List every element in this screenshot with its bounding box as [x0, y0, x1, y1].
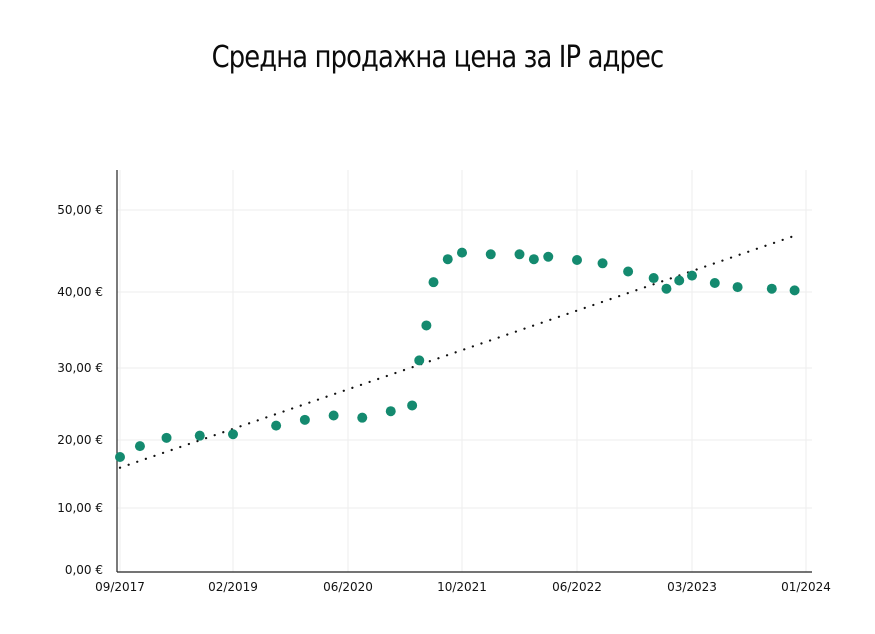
data-point	[674, 275, 685, 286]
data-point	[709, 277, 720, 288]
x-tick-label: 03/2023	[667, 580, 717, 594]
data-point	[271, 420, 282, 431]
data-point	[115, 452, 125, 462]
y-tick-label: 10,00 €	[57, 501, 103, 515]
data-point	[442, 254, 453, 265]
x-tick-label: 02/2019	[208, 580, 258, 594]
y-tick-label: 40,00 €	[57, 285, 103, 299]
data-point	[648, 273, 659, 284]
trendline	[118, 234, 796, 469]
y-axis-ticks: 0,00 € 10,00 € 20,00 € 30,00 € 40,00 € 50,00 …	[57, 203, 103, 577]
data-point	[789, 285, 800, 296]
data-point	[514, 249, 525, 260]
data-point	[385, 406, 396, 417]
grid-lines	[117, 170, 812, 572]
data-point	[194, 430, 205, 441]
x-axis-ticks: 09/2017 02/2019 06/2020 10/2021 06/2022 03/20…	[95, 580, 831, 594]
data-point	[597, 258, 608, 269]
data-point	[299, 414, 310, 425]
data-point	[543, 251, 554, 262]
data-point	[414, 355, 425, 366]
data-point	[732, 282, 743, 293]
x-tick-label: 06/2020	[323, 580, 373, 594]
data-point	[328, 410, 339, 421]
data-point	[457, 247, 467, 258]
data-point	[161, 432, 172, 443]
data-point	[485, 249, 496, 260]
data-point	[134, 441, 145, 452]
data-point	[661, 283, 672, 294]
y-tick-label: 20,00 €	[57, 433, 103, 447]
trendline-path	[118, 234, 796, 469]
x-tick-label: 06/2022	[552, 580, 602, 594]
y-tick-label: 0,00 €	[65, 563, 103, 577]
data-point	[766, 283, 777, 294]
x-tick-label: 10/2021	[437, 580, 487, 594]
data-point	[687, 270, 697, 281]
data-point	[357, 412, 368, 423]
x-tick-label: 01/2024	[781, 580, 831, 594]
x-tick-label: 09/2017	[95, 580, 145, 594]
data-point	[407, 400, 418, 411]
data-point	[528, 254, 539, 265]
data-point	[228, 429, 238, 440]
data-points	[115, 247, 800, 462]
axes	[116, 170, 812, 573]
data-point	[421, 320, 432, 331]
data-point	[428, 277, 439, 288]
data-point	[623, 266, 634, 277]
y-tick-label: 50,00 €	[57, 203, 103, 217]
y-tick-label: 30,00 €	[57, 361, 103, 375]
chart-title: Средна продажна цена за IP адрес	[211, 40, 665, 75]
data-point	[572, 255, 582, 266]
